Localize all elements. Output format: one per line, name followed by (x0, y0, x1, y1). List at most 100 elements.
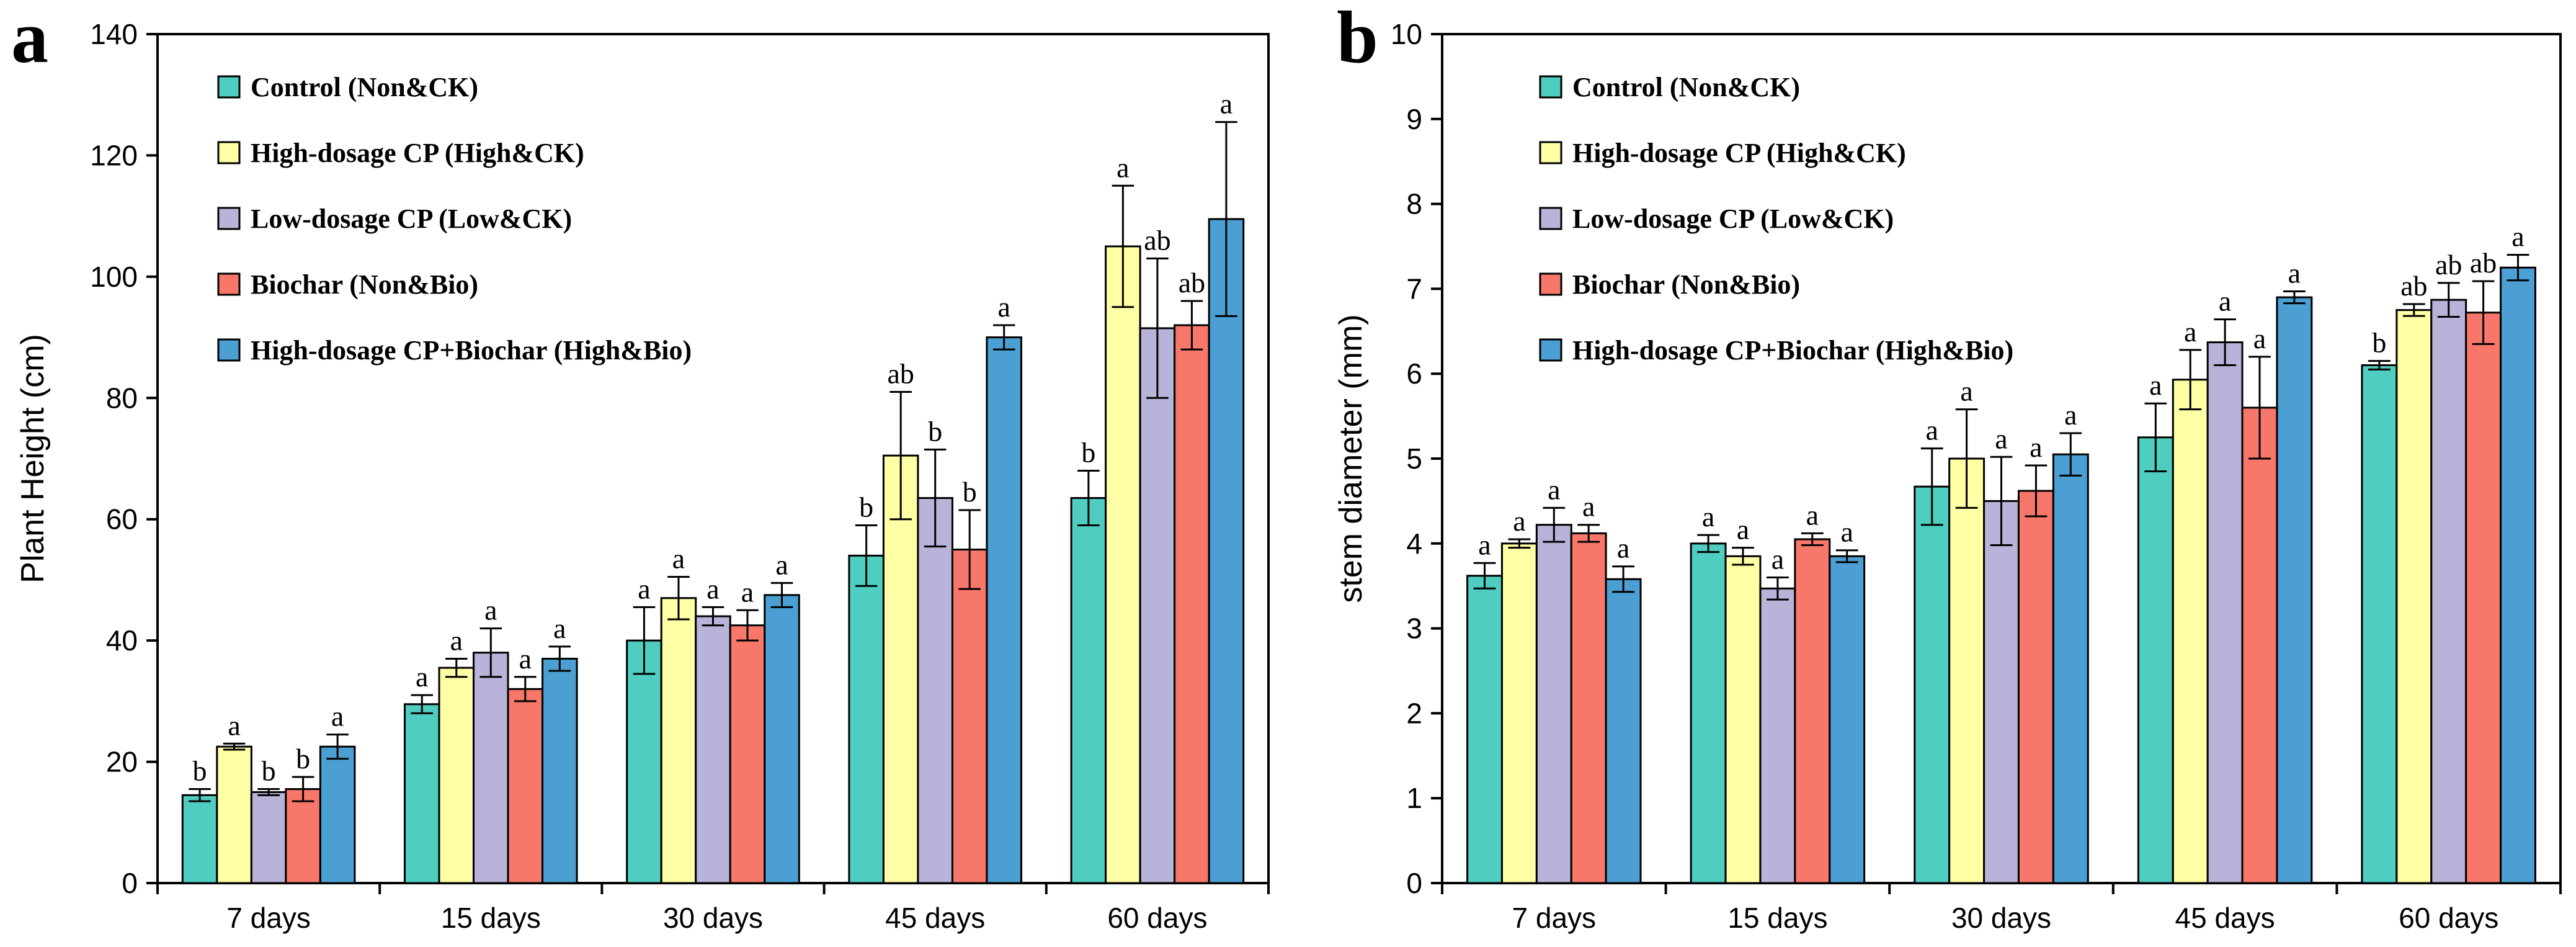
bar (181, 794, 218, 884)
legend-swatch (217, 75, 241, 99)
bar (2361, 364, 2398, 884)
y-tick-label: 140 (90, 18, 138, 50)
legend-swatch (1539, 207, 1562, 230)
x-tick-label: 15 days (1727, 902, 1827, 934)
legend-label: Control (Non&CK) (1572, 72, 1800, 102)
significance-label: a (1220, 88, 1232, 120)
legend-swatch (1539, 272, 1562, 296)
bar (1105, 245, 1141, 884)
bar (2137, 436, 2174, 884)
legend-label: Low-dosage CP (Low&CK) (1572, 204, 1894, 234)
legend-swatch (217, 207, 241, 230)
bar (2500, 266, 2536, 884)
y-tick-label: 20 (106, 746, 138, 778)
significance-label: a (1548, 474, 1560, 505)
significance-label: a (519, 643, 532, 675)
bar (1500, 542, 1538, 884)
bar (729, 624, 766, 884)
legend-label: Biochar (Non&Bio) (1572, 269, 1800, 300)
bar (1070, 497, 1107, 884)
bar (1983, 500, 2020, 884)
significance-label: a (1116, 151, 1129, 183)
significance-label: a (1478, 529, 1491, 560)
bar (541, 657, 578, 884)
y-tick-label: 40 (106, 624, 138, 657)
bar (626, 639, 662, 884)
legend-label: Biochar (Non&Bio) (251, 269, 478, 300)
significance-label: a (2184, 316, 2196, 348)
bar (848, 554, 885, 884)
bar (1466, 575, 1503, 884)
y-tick-label: 0 (122, 867, 138, 899)
significance-label: a (2149, 369, 2162, 401)
significance-label: a (998, 291, 1010, 323)
x-tick-label: 30 days (1951, 902, 2051, 934)
significance-label: a (1582, 491, 1595, 523)
bar (2017, 490, 2054, 884)
x-tick-label: 15 days (441, 902, 541, 934)
significance-label: b (963, 476, 977, 508)
significance-label: a (416, 661, 428, 693)
bar (1570, 532, 1607, 884)
bar (2206, 341, 2244, 884)
legend-swatch (1539, 338, 1562, 362)
y-tick-label: 100 (90, 261, 138, 293)
bar (1690, 542, 1727, 884)
significance-label: a (484, 595, 497, 626)
legend-label: High-dosage CP+Biochar (High&Bio) (251, 335, 692, 366)
y-tick-label: 1 (1406, 782, 1422, 814)
significance-label: a (1840, 516, 1853, 548)
significance-label: ab (887, 358, 914, 390)
significance-label: a (638, 573, 650, 604)
significance-label: a (1806, 499, 1819, 531)
significance-label: b (296, 743, 310, 774)
bar (285, 788, 321, 884)
legend-label: High-dosage CP (High&CK) (251, 138, 584, 168)
significance-label: a (775, 549, 788, 580)
significance-label: b (193, 755, 207, 787)
bar (438, 666, 475, 884)
bar (319, 745, 356, 884)
x-tick-label: 30 days (663, 902, 763, 934)
bar (250, 791, 287, 884)
x-tick-label: 60 days (1107, 902, 1207, 934)
significance-label: a (1617, 532, 1629, 564)
bar (2465, 312, 2502, 884)
bar (2396, 309, 2433, 884)
significance-label: ab (1144, 225, 1170, 256)
y-tick-label: 5 (1406, 442, 1422, 475)
significance-label: a (2030, 431, 2042, 463)
legend-swatch (1539, 141, 1562, 164)
significance-label: a (2219, 285, 2231, 317)
bar (403, 703, 440, 884)
y-tick-label: 10 (1391, 18, 1422, 50)
bar (507, 688, 544, 884)
significance-label: a (2511, 221, 2524, 253)
y-tick-label: 4 (1406, 527, 1422, 560)
significance-label: b (928, 415, 942, 447)
y-tick-label: 60 (106, 503, 138, 536)
significance-label: a (450, 624, 463, 656)
y-axis-title: stem diameter (mm) (1333, 314, 1369, 603)
y-tick-label: 8 (1406, 188, 1422, 220)
bar (2276, 296, 2313, 884)
significance-label: a (2288, 258, 2301, 289)
significance-label: a (228, 709, 240, 741)
bar (764, 594, 800, 884)
significance-label: ab (1179, 267, 1205, 298)
y-tick-label: 120 (90, 139, 138, 171)
y-axis-title: Plant Height (cm) (15, 334, 51, 583)
bar (2052, 453, 2089, 884)
legend-swatch (217, 141, 241, 164)
y-tick-label: 7 (1406, 272, 1422, 305)
y-tick-label: 80 (106, 382, 138, 414)
bar (1724, 555, 1762, 884)
significance-label: b (2372, 327, 2386, 359)
bar (986, 336, 1023, 884)
bar (2430, 298, 2467, 884)
bar (473, 652, 509, 884)
significance-label: a (741, 576, 754, 608)
bar (1759, 587, 1796, 884)
legend-label: Control (Non&CK) (251, 72, 478, 102)
